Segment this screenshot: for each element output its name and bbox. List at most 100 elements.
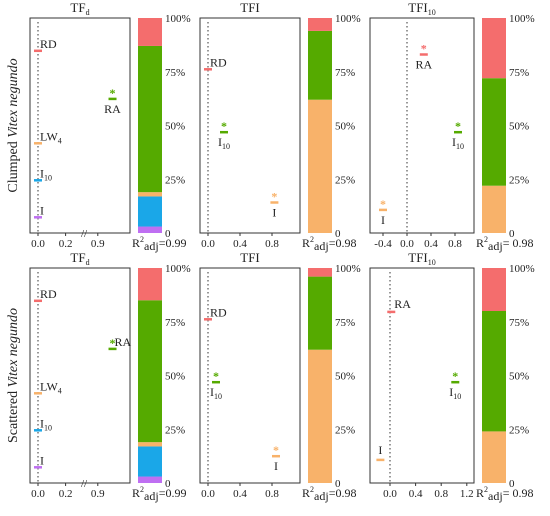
x-tick-label: 0.8	[448, 238, 462, 250]
point-i10: * I10	[449, 369, 461, 401]
pct-tick-label: 50%	[165, 121, 185, 133]
x-tick-label: 0.0	[400, 238, 414, 250]
x-tick-label: 0.9	[91, 238, 105, 250]
stacked-bar: 0 25% 50% 75% 100%	[138, 13, 191, 240]
point-i: *I	[379, 197, 387, 227]
point-i: I	[34, 453, 44, 469]
significance-star: *	[110, 336, 116, 350]
pct-tick-label: 50%	[335, 371, 355, 383]
pct-tick-label: 75%	[165, 67, 185, 79]
bar-segment-remainder	[308, 349, 332, 483]
pct-tick-label: 25%	[509, 424, 529, 436]
pct-tick-label: 25%	[335, 424, 355, 436]
bar-segment-ra	[482, 78, 506, 186]
point-i10: * I10	[210, 369, 222, 401]
bar-segment-ra	[482, 311, 506, 432]
point-label: I	[40, 203, 44, 217]
point-i: *I	[270, 190, 279, 220]
point-i10: * I10	[452, 119, 464, 151]
point-i10: * I10	[218, 119, 230, 151]
point-ra: RA	[387, 297, 411, 314]
point-i: I	[376, 443, 385, 462]
pct-tick-label: 50%	[165, 371, 185, 383]
stacked-bar: 0 25% 50% 75% 100%	[482, 13, 535, 240]
pct-tick-label: 100%	[509, 263, 535, 275]
bar-segment-remainder	[482, 431, 506, 483]
point-label: RA	[115, 335, 132, 349]
point-rd: RD	[34, 287, 57, 303]
significance-star: *	[421, 42, 427, 56]
point-label: I10	[218, 135, 230, 151]
chart-title: TFI10	[408, 0, 436, 17]
point-label: I	[274, 459, 278, 473]
bar-segment-ra	[308, 276, 332, 350]
pct-tick-label: 0	[335, 228, 341, 240]
point-label: I	[272, 206, 276, 220]
significance-star: *	[213, 369, 219, 383]
point-i: I	[34, 203, 44, 219]
axis-break: //	[81, 228, 88, 240]
stacked-bar: 0 25% 50% 75% 100%	[138, 263, 191, 490]
point-label: RD	[40, 287, 57, 301]
point-label: RA	[415, 58, 432, 72]
r2-label: R2adj= 0.98	[476, 235, 533, 253]
row-1: Clumped Vitex negundo TFd 0.0 0.2 0.9// R2adj…	[6, 0, 535, 253]
x-tick-label: 0.9	[91, 488, 105, 500]
significance-star: *	[380, 197, 386, 211]
bar-segment-remainder	[308, 99, 332, 233]
axis-break: //	[81, 478, 88, 490]
r2-label: R2adj=0.98	[302, 235, 356, 253]
row-2: Scattered Vitex negundo TFd 0.0 0.2 0.9// R2a…	[6, 250, 535, 503]
pct-tick-label: 0	[335, 478, 341, 490]
pct-tick-label: 100%	[509, 13, 535, 25]
significance-star: *	[452, 369, 458, 383]
point-label: LW4	[40, 129, 62, 145]
bar-segment-rd	[138, 18, 162, 46]
bar-segment-rd	[308, 268, 332, 277]
point-rd: RD	[204, 55, 227, 71]
pct-tick-label: 100%	[165, 13, 191, 25]
significance-star: *	[455, 119, 461, 133]
chart-title: TFI10	[408, 250, 436, 267]
significance-star: *	[273, 443, 279, 457]
x-tick-label: 0.0	[201, 488, 215, 500]
point-lw4: LW4	[34, 379, 62, 395]
pct-tick-label: 100%	[335, 13, 361, 25]
pct-tick-label: 75%	[509, 67, 529, 79]
pct-tick-label: 75%	[335, 67, 355, 79]
point-label: RA	[104, 102, 121, 116]
plot-frame	[369, 17, 475, 234]
bar-segment-rd	[482, 268, 506, 311]
pct-tick-label: 0	[165, 478, 171, 490]
pct-tick-label: 100%	[335, 263, 361, 275]
x-tick-label: 0.4	[233, 488, 247, 500]
point-label: I10	[452, 135, 464, 151]
pct-tick-label: 25%	[509, 174, 529, 186]
x-tick-label: 0.4	[233, 238, 247, 250]
pct-tick-label: 25%	[335, 174, 355, 186]
point-i: *I	[272, 443, 280, 473]
chart-tfi10: TFI10 0.0 0.4 0.8 1.2 R2adj= 0.98 RA * I10 I 0 25% 5…	[369, 250, 535, 503]
row-title: Scattered Vitex negundo	[6, 308, 21, 443]
bar-segment-lw4	[138, 442, 162, 447]
chart-tfi10: TFI10-0.4 0.0 0.4 0.8 R2adj= 0.98*RA*I10*I02…	[369, 0, 535, 253]
plot-frame	[29, 17, 131, 234]
x-tick-label: 0.2	[59, 238, 73, 250]
point-label: RD	[40, 37, 57, 51]
bar-segment-ra	[138, 300, 162, 443]
pct-tick-label: 50%	[335, 121, 355, 133]
pct-tick-label: 25%	[165, 174, 185, 186]
r2-label: R2adj=0.99	[132, 235, 186, 253]
point-lw4: LW4	[34, 129, 62, 145]
pct-tick-label: 0	[509, 478, 515, 490]
r2-label: R2adj=0.98	[302, 485, 356, 503]
point-rd: RD	[204, 305, 227, 321]
x-tick-label: 0.0	[31, 238, 45, 250]
x-tick-label: 0.0	[31, 488, 45, 500]
x-tick-label: 0.0	[383, 488, 397, 500]
point-label: I	[40, 453, 44, 467]
plot-frame	[199, 17, 301, 234]
point-i10: I10	[34, 166, 52, 182]
significance-star: *	[110, 86, 116, 100]
